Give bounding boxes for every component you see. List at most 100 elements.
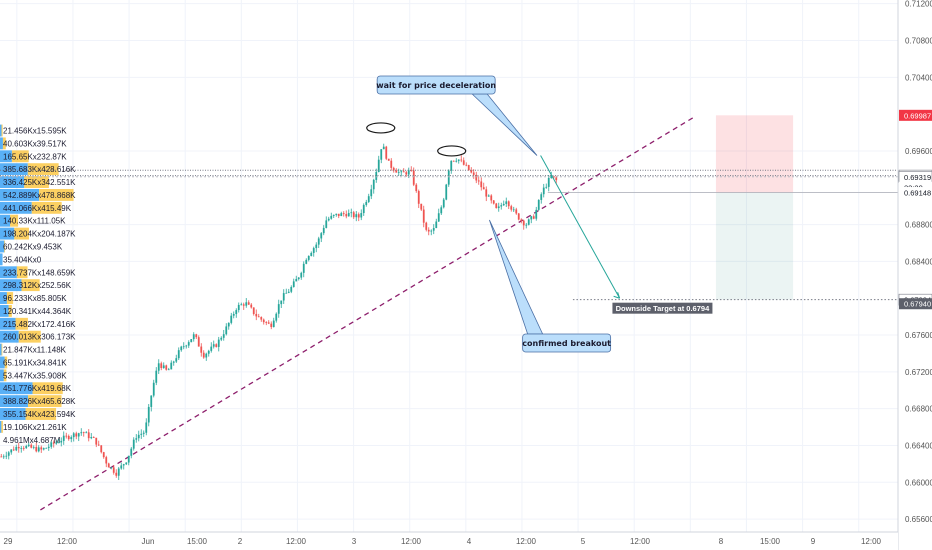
candle-body [410,170,413,172]
candle-body [280,300,283,305]
callout-bottom-box[interactable] [522,333,612,353]
candle-body [202,352,205,358]
volume-label: 385.683Kx428.616K [3,165,76,174]
y-tick-label-11: 0.65600 [905,515,932,524]
volume-buy-bar [0,369,4,382]
candle-body [157,363,160,371]
candle-body [242,304,245,306]
volume-buy-bar [0,214,11,227]
volume-label: 355.154Kx423.594K [3,410,76,419]
volume-buy-bar [0,420,2,433]
volume-buy-bar [0,163,28,176]
candle-body [265,322,268,323]
candle-body [85,432,88,434]
candle-body [357,214,360,218]
candle-body [42,448,45,450]
candle-body [545,186,548,188]
candle-body [75,433,78,437]
volume-buy-bar [0,189,40,201]
position-tool[interactable] [715,115,794,300]
candle-body [420,203,423,210]
candle-body [262,319,265,323]
candle-body [472,172,475,175]
candle-body [175,358,178,362]
candle-body [92,437,95,438]
candle-body [7,452,10,456]
price-tag-entry [899,187,932,199]
target-arrow[interactable] [540,155,621,299]
annotations[interactable]: wait for price deceleration confirmed bre… [366,75,713,353]
volume-label: 21.456Kx15.595K [3,127,67,136]
candle-body [140,433,143,435]
price-tag-label-stop-loss: 0.69987 [904,111,931,120]
profit-zone[interactable] [715,192,794,300]
volume-sell-bar [6,292,14,304]
y-tick-label-10: 0.66000 [905,478,932,487]
price-tag-label-target: 0.67940 [904,300,931,309]
volume-buy-bar [0,150,12,163]
candle-body [130,448,133,456]
candle-body [160,363,163,369]
candle-body [350,212,353,214]
candle-body [145,422,148,433]
candle-body [520,219,523,221]
candle-body [352,212,355,218]
rising-trendline[interactable] [40,115,697,511]
candle-body [2,456,5,458]
volume-label: 140.33Kx111.05K [3,217,66,226]
candle-body [495,203,498,209]
x-tick-label-7: 12:00 [401,537,422,546]
volume-sell-bar [21,279,40,292]
candle-body [227,322,230,327]
candle-body [465,164,468,166]
candle-body [550,176,553,178]
candle-body [442,199,445,208]
candle-body [427,229,430,232]
volume-buy-bar [0,201,32,214]
trendline[interactable] [40,115,697,511]
volume-label: 96.233Kx85.805K [3,294,67,303]
candle-body [452,160,455,162]
candle-body [430,230,433,232]
candle-body [147,406,150,423]
candle-body [125,462,128,465]
candle-body [137,434,140,439]
callout-bottom-text: confirmed breakout [522,339,611,348]
candle-body [220,337,223,340]
y-tick-label-4: 0.68800 [905,221,932,230]
candle-body [482,187,485,190]
candle-body [50,442,53,447]
candle-body [32,446,35,448]
candle-body [162,365,165,369]
candle-body [260,317,263,320]
peak-marker-1[interactable] [366,122,396,134]
candle-body [530,216,533,220]
peak-marker-2[interactable] [437,145,467,157]
candle-body [535,209,538,219]
candle-body [222,334,225,338]
volume-buy-bar [0,124,2,137]
candle-body [475,174,478,181]
candle-body [402,171,405,173]
candle-body [542,187,545,195]
candle-body [187,342,190,346]
callout-top-box[interactable] [376,75,496,95]
candle-body [250,304,253,308]
y-tick-label-3: 0.69600 [905,147,932,156]
candle-body [355,214,358,218]
candle-body [497,206,500,209]
y-axis-panel [898,0,932,550]
volume-label: 19.106Kx21.261K [3,423,67,432]
candle-body [367,196,370,202]
stop-loss-zone[interactable] [715,115,794,193]
candle-body [287,291,290,293]
candle-body [60,440,63,443]
x-tick-label-1: 12:00 [57,537,78,546]
candle-body [342,213,345,215]
candle-body [292,281,295,287]
candle-body [172,361,175,363]
candle-body [37,447,40,452]
candle-body [322,227,325,234]
candle-body [275,313,278,321]
